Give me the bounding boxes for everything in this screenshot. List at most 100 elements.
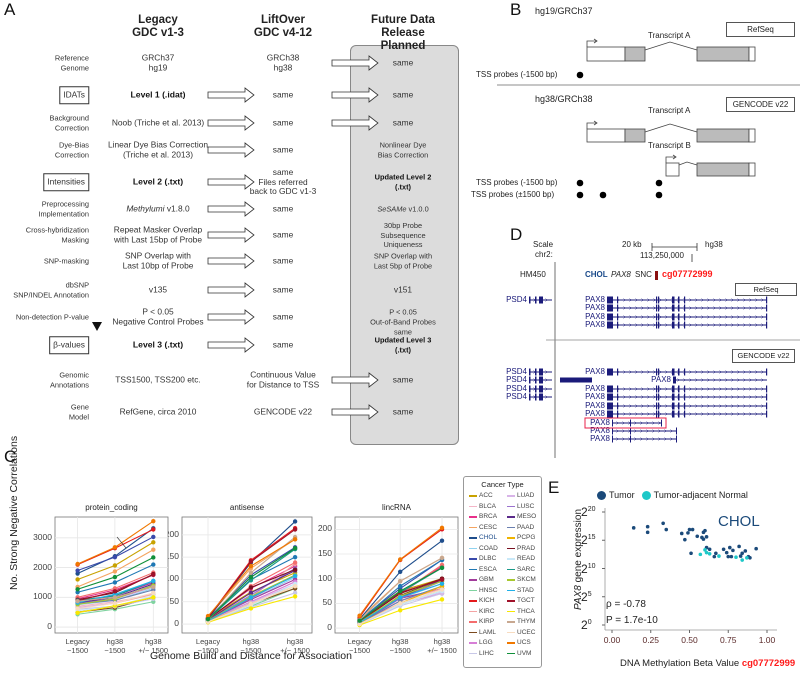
strand-chevron	[707, 378, 710, 382]
strand-chevron	[664, 429, 667, 433]
annotation-leader	[116, 536, 127, 549]
exon	[630, 427, 631, 435]
strand-chevron	[623, 323, 626, 327]
legend-swatch	[469, 652, 477, 655]
x-tick-label: hg38 −1500	[104, 637, 126, 655]
strand-chevron	[725, 298, 728, 302]
transcript-a-label-hg38: Transcript A	[648, 106, 691, 115]
tumor-point	[726, 554, 731, 559]
data-point-UVM	[397, 588, 403, 594]
strand-chevron	[695, 323, 698, 327]
exon	[766, 393, 768, 401]
strand-chevron	[665, 404, 668, 408]
data-point-THCA	[397, 608, 403, 613]
panel-a-pipeline-table: Legacy GDC v1-3 LiftOver GDC v4-12 Futur…	[0, 0, 470, 450]
strand-chevron	[629, 315, 632, 319]
exon	[672, 368, 675, 376]
row-label: Non-detection P-value	[15, 312, 89, 322]
exon	[684, 296, 686, 304]
strand-chevron	[713, 370, 716, 374]
future-text: same	[392, 117, 414, 128]
gencode-box: GENCODE v22	[726, 97, 795, 112]
exon	[658, 304, 660, 312]
legend-item-STAD: STAD	[507, 587, 534, 595]
legacy-text: Level 1 (.idat)	[130, 89, 186, 100]
data-point-UCS	[397, 557, 403, 562]
header-legacy: Legacy GDC v1-3	[132, 14, 184, 39]
panel-d-genome-browser: Scale chr2: 20 kb hg38 113,250,000 HM450…	[506, 240, 800, 458]
tss-probes-1500-label-hg38: TSS probes (-1500 bp)	[476, 178, 558, 187]
strand-chevron	[653, 404, 656, 408]
future-value: P < 0.05 Out-of-Band Probes	[370, 308, 436, 327]
data-point-UCS	[292, 537, 298, 542]
exon	[607, 410, 613, 418]
strand-chevron	[755, 404, 758, 408]
strand-chevron	[641, 412, 644, 416]
strand-chevron	[737, 315, 740, 319]
legend-label: SARC	[517, 565, 536, 573]
strand-chevron	[731, 370, 734, 374]
legend-label: LUAD	[517, 492, 535, 499]
exon	[678, 313, 680, 321]
strand-chevron	[755, 395, 758, 399]
legend-item-LIHC: LIHC	[469, 650, 494, 658]
strand-chevron	[743, 323, 746, 327]
strand-chevron	[737, 404, 740, 408]
exon	[630, 419, 631, 427]
legend-item-SARC: SARC	[507, 566, 535, 574]
pax8-label: PAX8	[585, 401, 605, 410]
legend-label: SKCM	[517, 576, 536, 583]
psd4-label: PSD4	[506, 375, 527, 384]
tss-probe-dot	[599, 191, 607, 199]
legend-swatch	[469, 558, 477, 560]
legend-label: LAML	[479, 628, 496, 636]
exon	[766, 410, 768, 418]
tumor-point	[664, 527, 669, 532]
exon	[658, 385, 660, 393]
psd4-label: PSD4	[506, 295, 527, 304]
data-point-UCS	[151, 518, 156, 524]
tss-probe-dot	[576, 191, 584, 199]
strand-chevron	[665, 412, 668, 416]
tumor-point	[683, 537, 687, 542]
exon	[529, 368, 531, 376]
row-label: SNP-masking	[43, 256, 89, 266]
legend-label: LIHC	[479, 649, 494, 657]
liftover-value: GRCh38 hg38	[266, 52, 300, 72]
hg19-label: hg19/GRCh37	[535, 6, 593, 16]
strand-chevron	[629, 298, 632, 302]
data-point-UCS	[112, 545, 118, 550]
hollow-arrow-icon	[331, 55, 379, 71]
data-point-TGCT	[439, 577, 445, 582]
legend-label: ACC	[479, 492, 493, 499]
strand-chevron	[713, 412, 716, 416]
strand-chevron	[713, 298, 716, 302]
normal-point	[707, 552, 712, 556]
strand-chevron	[707, 298, 710, 302]
strand-chevron	[701, 387, 704, 391]
strand-chevron	[659, 315, 662, 319]
strand-chevron	[634, 437, 637, 441]
legacy-text: Level 3 (.txt)	[132, 339, 184, 350]
data-point-TGCT	[248, 559, 254, 564]
liftover-value: same	[272, 203, 294, 214]
exon	[656, 368, 658, 376]
strand-chevron	[653, 395, 656, 399]
strand-chevron	[641, 298, 644, 302]
exon	[684, 393, 686, 401]
data-point-UCEC	[397, 601, 403, 606]
y-tick-label: 100	[317, 572, 332, 583]
data-point-STAD	[397, 595, 403, 600]
exon	[529, 376, 531, 384]
data-point-UVM	[439, 565, 445, 571]
future-text: v1.0.0	[406, 204, 429, 214]
strand-chevron	[653, 315, 656, 319]
legend-item-THYM: THYM	[507, 618, 535, 626]
y-tick-label: 2000	[33, 561, 52, 572]
normal-legend-dot	[641, 490, 651, 500]
legend-swatch	[507, 526, 515, 529]
exon	[766, 368, 768, 376]
data-point-UCEC	[292, 583, 298, 589]
pax8-label: PAX8	[590, 418, 610, 427]
exon	[617, 321, 619, 329]
